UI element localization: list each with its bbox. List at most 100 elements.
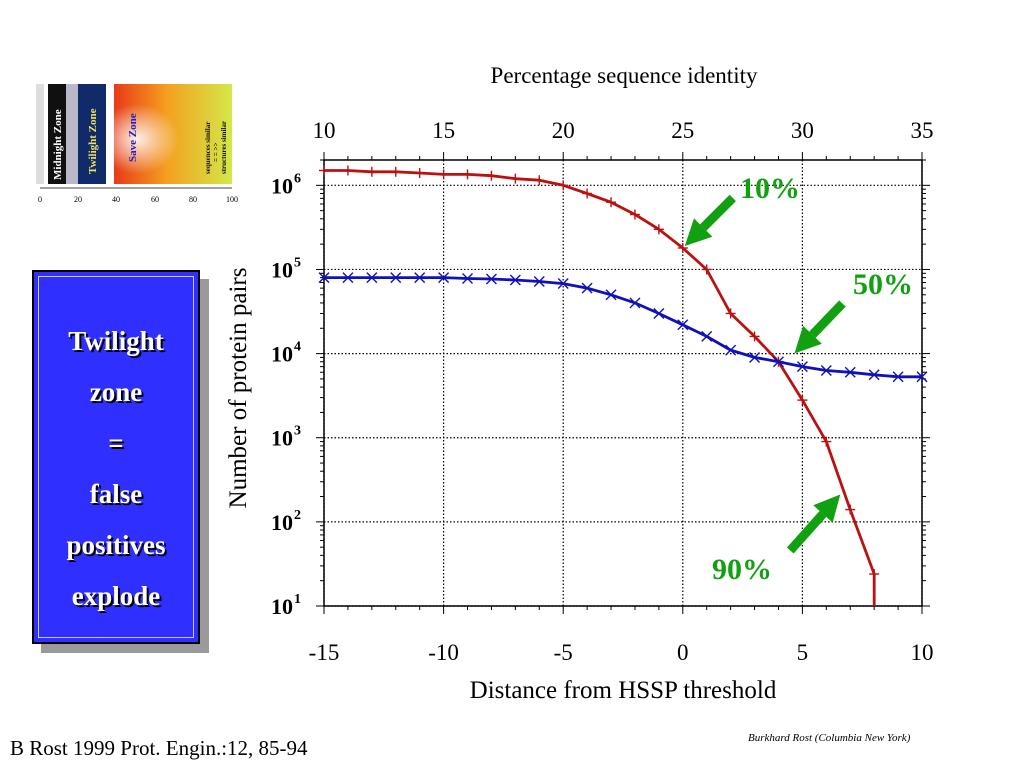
data-point <box>414 168 425 179</box>
y-tick-exponent: 6 <box>294 171 301 186</box>
data-point <box>462 169 473 180</box>
callout-line-1: Twilight <box>68 326 164 356</box>
data-point <box>797 395 808 406</box>
annotation-90pct: 90% <box>712 553 772 586</box>
data-point <box>868 369 880 381</box>
author-credit: Burkhard Rost (Columbia New York) <box>748 732 911 744</box>
data-point <box>485 273 497 285</box>
data-point <box>820 364 832 376</box>
y-tick-exponent: 5 <box>294 255 301 270</box>
arrow-50pct <box>794 300 846 354</box>
midnight-band <box>48 84 66 184</box>
x2-tick-label-35: 35 <box>911 118 934 143</box>
annotation-50pct: 50% <box>853 268 913 301</box>
data-point <box>366 166 377 177</box>
series-1 <box>318 272 928 383</box>
x-tick-label-10: 10 <box>911 640 934 665</box>
arrow-10pct <box>684 194 736 246</box>
callout-line-6: explode <box>71 581 161 611</box>
series-line-0 <box>324 169 876 606</box>
y-tick-exponent: 1 <box>294 592 301 607</box>
y-tick-base: 10 <box>271 342 293 367</box>
series-line-1 <box>324 276 922 379</box>
y-tick-exponent: 4 <box>294 340 301 355</box>
y-tick-label: 10 3 <box>271 424 301 451</box>
inset-tick-100: 100 <box>226 195 238 204</box>
arrow-90pct <box>786 494 841 554</box>
y-tick-label: 10 6 <box>271 171 301 198</box>
twilight-zone-callout: Twilight zone = false positives explode <box>32 270 200 644</box>
inset-note-line-2: = = >> <box>212 143 220 162</box>
data-point <box>629 297 641 309</box>
data-point <box>749 331 760 342</box>
x-tick-label--10: -10 <box>428 640 459 665</box>
data-point <box>772 356 784 368</box>
inset-tick-80: 80 <box>189 195 197 204</box>
data-point <box>725 308 736 319</box>
data-point <box>582 188 593 199</box>
midnight-zone-label: Midnight Zone <box>52 109 64 180</box>
y-axis-title: Number of protein pairs <box>225 268 252 509</box>
x2-tick-label-30: 30 <box>791 118 814 143</box>
series-0 <box>319 165 880 606</box>
data-point <box>390 272 402 284</box>
data-point <box>414 272 426 284</box>
tick-marks <box>316 152 930 614</box>
citation: B Rost 1999 Prot. Engin.:12, 85-94 <box>10 736 308 760</box>
data-point <box>438 272 450 284</box>
x-tick-label--15: -15 <box>309 640 340 665</box>
grid-lines <box>323 160 923 607</box>
inset-dark-band <box>36 84 44 184</box>
data-point <box>796 361 808 373</box>
callout-line-2: zone <box>89 377 143 407</box>
x-tick-label-0: 0 <box>677 640 689 665</box>
data-point <box>725 344 737 356</box>
inset-note-line-3: structures similar <box>220 121 228 174</box>
inset-tick-0: 0 <box>38 195 42 204</box>
data-point <box>653 224 664 235</box>
inset-tick-20: 20 <box>74 195 82 204</box>
data-point <box>845 504 856 515</box>
x2-tick-label-10: 10 <box>313 118 336 143</box>
x-tick-label--5: -5 <box>554 640 573 665</box>
data-point <box>366 272 378 284</box>
y-tick-base: 10 <box>271 173 293 198</box>
data-point <box>749 351 761 363</box>
y-tick-base: 10 <box>271 426 293 451</box>
data-point <box>581 282 593 294</box>
data-point <box>533 275 545 287</box>
inset-tick-40: 40 <box>112 195 120 204</box>
data-point <box>318 272 330 284</box>
callout-line-5: positives <box>66 530 166 560</box>
x-tick-label-5: 5 <box>797 640 809 665</box>
y-tick-base: 10 <box>271 510 293 535</box>
zone-inset-graphic: Midnight Zone Twilight Zone Save Zone se… <box>36 84 238 204</box>
data-point <box>916 371 928 383</box>
data-point <box>534 175 545 186</box>
data-point <box>557 278 569 290</box>
data-point <box>605 289 617 301</box>
plot-frame <box>323 159 923 607</box>
y-tick-label: 10 4 <box>271 340 301 367</box>
data-point <box>319 165 329 176</box>
data-point <box>486 170 497 181</box>
inset-tick-60: 60 <box>151 195 159 204</box>
save-zone-label: Save Zone <box>127 113 139 162</box>
data-point <box>701 264 712 275</box>
y-tick-base: 10 <box>271 594 293 619</box>
x2-tick-label-15: 15 <box>432 118 455 143</box>
x2-tick-label-25: 25 <box>671 118 694 143</box>
data-point <box>653 307 665 319</box>
data-point <box>509 274 521 286</box>
data-point <box>629 209 640 220</box>
data-point <box>677 242 688 253</box>
callout-line-3: = <box>108 428 124 458</box>
twilight-zone-label: Twilight Zone <box>87 108 99 174</box>
data-point <box>390 166 401 177</box>
data-point <box>342 165 353 176</box>
data-point <box>438 169 449 180</box>
x2-tick-label-20: 20 <box>552 118 575 143</box>
annotation-10pct: 10% <box>740 172 800 205</box>
data-point <box>510 173 521 184</box>
